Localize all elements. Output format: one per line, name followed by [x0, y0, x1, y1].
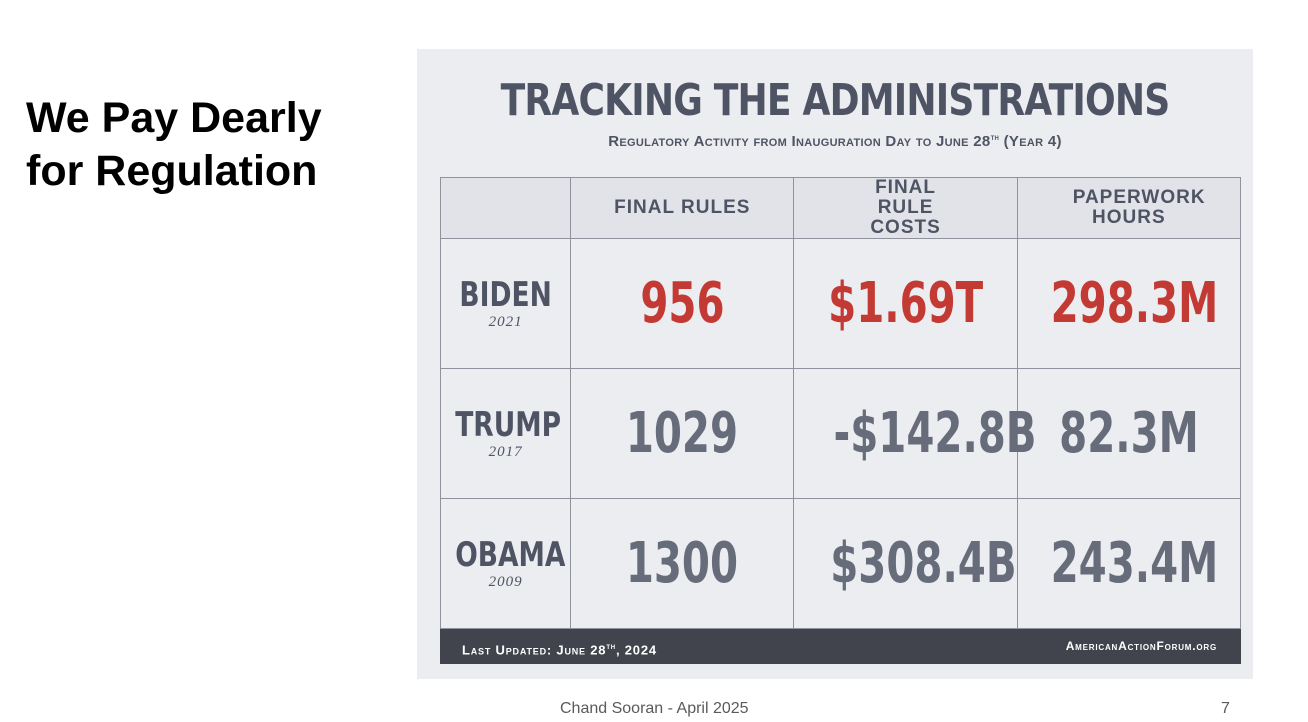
final-rules-value: 1029	[626, 400, 739, 466]
last-updated-label: Last Updated: June 28	[462, 642, 607, 658]
paperwork-hours-value: 243.4M	[1050, 530, 1218, 596]
final-rule-costs-cell: -$142.8B	[793, 368, 1037, 499]
last-updated-year: , 2024	[615, 642, 657, 658]
column-header-final-rule-costs: FINAL RULE COSTS	[793, 177, 1018, 239]
paperwork-hours-cell: 298.3M	[1016, 238, 1242, 369]
slide-title-line-2: for Regulation	[26, 147, 318, 195]
paperwork-hours-value: 298.3M	[1050, 270, 1218, 336]
slide-title: We Pay Dearly for Regulation	[26, 92, 322, 198]
subtitle-ordinal: th	[990, 132, 1000, 142]
administration-year: 2017	[488, 443, 523, 460]
administrations-table: FINAL RULES FINAL RULE COSTS PAPERWORK H…	[439, 177, 1242, 629]
administration-name: BIDEN	[459, 274, 552, 315]
final-rule-costs-cell: $308.4B	[793, 498, 1018, 629]
final-rules-value: 1300	[626, 530, 739, 596]
subtitle-year: (Year 4)	[999, 133, 1062, 150]
administration-year: 2021	[488, 313, 523, 330]
page-number: 7	[1221, 700, 1230, 717]
administration-year: 2009	[488, 573, 523, 590]
table-row: TRUMP 2017 1029 -$142.8B 82.3M	[439, 368, 1242, 499]
infographic-title: TRACKING THE ADMINISTRATIONS	[500, 75, 1171, 126]
table-row: OBAMA 2009 1300 $308.4B 243.4M	[439, 498, 1242, 629]
column-header-final-rules: FINAL RULES	[570, 177, 795, 239]
final-rule-costs-value: -$142.8B	[833, 400, 1037, 466]
final-rule-costs-value: $1.69T	[828, 270, 984, 336]
final-rule-costs-cell: $1.69T	[793, 238, 1018, 369]
final-rule-costs-value: $308.4B	[830, 530, 1017, 596]
final-rules-cell: 1029	[570, 368, 795, 499]
final-rules-cell: 1300	[570, 498, 795, 629]
paperwork-hours-cell: 243.4M	[1016, 498, 1242, 629]
row-label-cell: OBAMA 2009	[439, 498, 572, 629]
paperwork-hours-cell: 82.3M	[1016, 368, 1242, 499]
table-row: BIDEN 2021 956 $1.69T 298.3M	[439, 238, 1242, 369]
slide-footer: Chand Sooran - April 2025 7	[0, 700, 1308, 720]
column-header-paperwork-hours: PAPERWORK HOURS	[1016, 177, 1242, 239]
administration-name: OBAMA	[455, 534, 566, 575]
last-updated-ordinal: th	[606, 642, 616, 651]
infographic-footer-band: Last Updated: June 28th, 2024 AmericanAc…	[440, 629, 1241, 664]
slide-title-line-1: We Pay Dearly	[26, 94, 322, 142]
last-updated-text: Last Updated: June 28th, 2024	[462, 629, 657, 667]
row-label-cell: BIDEN 2021	[439, 238, 572, 369]
source-website: AmericanActionForum.org	[1065, 639, 1217, 653]
table-header-corner	[439, 177, 572, 239]
final-rules-value: 956	[640, 270, 725, 336]
infographic-subtitle: Regulatory Activity from Inauguration Da…	[417, 127, 1253, 152]
paperwork-hours-value: 82.3M	[1059, 400, 1199, 466]
table-header-row: FINAL RULES FINAL RULE COSTS PAPERWORK H…	[439, 177, 1242, 239]
footer-author: Chand Sooran - April 2025	[560, 700, 749, 717]
final-rules-cell: 956	[570, 238, 795, 369]
subtitle-text: Regulatory Activity from Inauguration Da…	[608, 133, 991, 150]
row-label-cell: TRUMP 2017	[439, 368, 572, 499]
administration-name: TRUMP	[455, 404, 562, 445]
